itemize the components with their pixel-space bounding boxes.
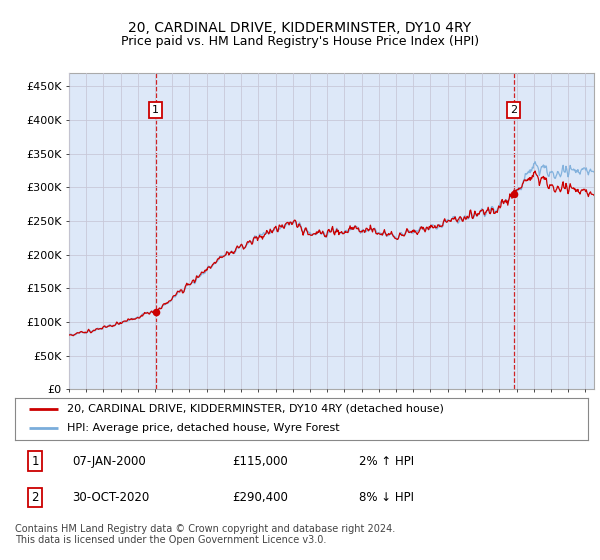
Text: 1: 1 (152, 105, 159, 115)
Text: HPI: Average price, detached house, Wyre Forest: HPI: Average price, detached house, Wyre… (67, 423, 339, 433)
Text: Price paid vs. HM Land Registry's House Price Index (HPI): Price paid vs. HM Land Registry's House … (121, 35, 479, 48)
Text: £290,400: £290,400 (233, 491, 289, 504)
Text: 2: 2 (510, 105, 517, 115)
Text: 1: 1 (31, 455, 39, 468)
Text: £115,000: £115,000 (233, 455, 289, 468)
Text: Contains HM Land Registry data © Crown copyright and database right 2024.
This d: Contains HM Land Registry data © Crown c… (15, 524, 395, 545)
Text: 8% ↓ HPI: 8% ↓ HPI (359, 491, 414, 504)
Text: 2: 2 (31, 491, 39, 504)
Text: 30-OCT-2020: 30-OCT-2020 (73, 491, 149, 504)
Text: 20, CARDINAL DRIVE, KIDDERMINSTER, DY10 4RY (detached house): 20, CARDINAL DRIVE, KIDDERMINSTER, DY10 … (67, 404, 443, 414)
Text: 07-JAN-2000: 07-JAN-2000 (73, 455, 146, 468)
Text: 2% ↑ HPI: 2% ↑ HPI (359, 455, 414, 468)
Text: 20, CARDINAL DRIVE, KIDDERMINSTER, DY10 4RY: 20, CARDINAL DRIVE, KIDDERMINSTER, DY10 … (128, 21, 472, 35)
